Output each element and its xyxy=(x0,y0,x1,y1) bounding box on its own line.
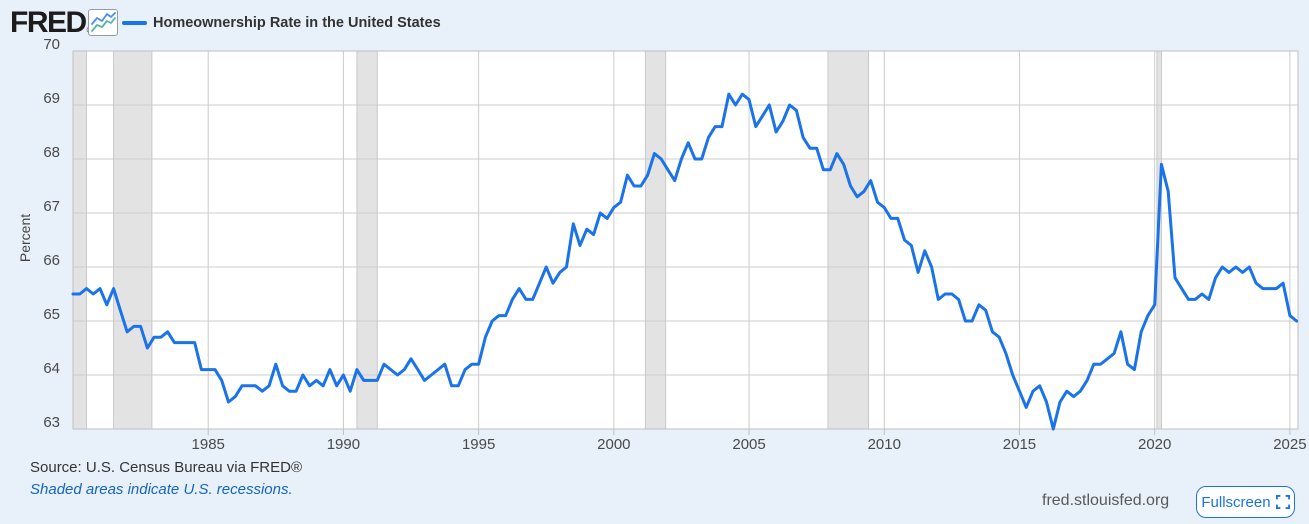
y-tick-label: 65 xyxy=(43,305,60,323)
recession-note-link[interactable]: Shaded areas indicate U.S. recessions. xyxy=(30,481,293,498)
recession-band xyxy=(827,50,869,430)
x-tick-label: 2005 xyxy=(732,436,766,453)
x-tick-label: 2020 xyxy=(1137,436,1172,453)
site-url-text: fred.stlouisfed.org xyxy=(1042,492,1170,509)
y-tick-label: 67 xyxy=(43,197,60,215)
recession-band xyxy=(72,50,88,430)
plot-border xyxy=(72,50,1299,430)
fullscreen-button[interactable]: Fullscreen xyxy=(1196,486,1295,518)
y-tick-label: 63 xyxy=(43,413,60,431)
series-line xyxy=(71,92,1299,431)
plot-background xyxy=(73,51,1298,429)
y-tick-label: 68 xyxy=(43,143,60,161)
x-tick-label: 2010 xyxy=(867,436,901,453)
recession-band xyxy=(113,50,153,430)
y-tick-label: 69 xyxy=(43,89,60,107)
fred-sparkline-icon xyxy=(88,9,118,36)
x-tick-label: 1990 xyxy=(326,436,361,453)
x-tick-label: 2000 xyxy=(597,436,631,453)
y-tick-label: 64 xyxy=(43,359,60,377)
y-tick-label: 70 xyxy=(43,35,60,53)
fred-logo-text: FRED xyxy=(10,6,87,39)
source-text: Source: U.S. Census Bureau via FRED® xyxy=(30,459,302,476)
legend-series-label: Homeownership Rate in the United States xyxy=(153,15,441,31)
x-tick-label: 1995 xyxy=(461,436,496,453)
x-tick-label: 2015 xyxy=(1002,436,1037,453)
x-tick-label: 2025 xyxy=(1273,436,1307,453)
fullscreen-button-label: Fullscreen xyxy=(1201,493,1271,511)
x-tick-label: 1985 xyxy=(191,436,225,453)
fullscreen-icon xyxy=(1275,495,1290,509)
y-tick-label: 66 xyxy=(43,251,60,269)
legend-line-swatch xyxy=(122,21,147,25)
recession-band xyxy=(644,50,667,430)
